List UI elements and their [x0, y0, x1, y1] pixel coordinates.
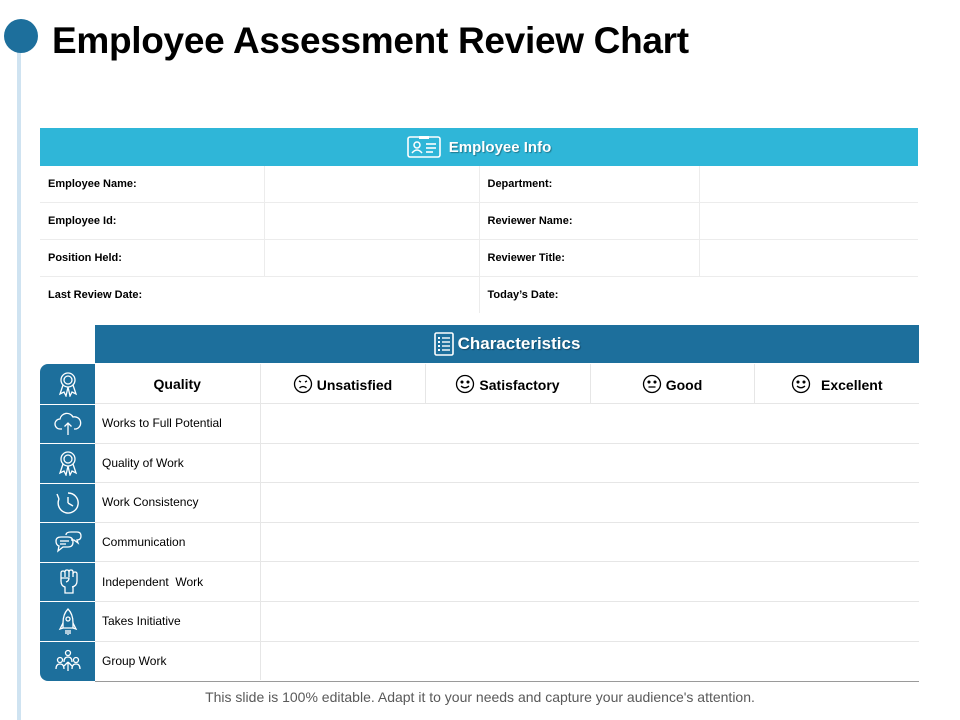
checklist-icon: [433, 332, 454, 356]
icon-cell: [40, 602, 95, 643]
column-label: Excellent: [821, 376, 883, 393]
row-label: Takes Initiative: [95, 601, 260, 642]
table-row: Takes Initiative: [95, 601, 919, 642]
rating-cell[interactable]: [259, 522, 919, 563]
rocket-icon: [58, 607, 77, 635]
table-row: Work Consistency: [95, 482, 919, 523]
characteristics-icon-column: [40, 364, 95, 681]
employee-info-section: Employee Info Employee Name: Department:…: [40, 128, 918, 313]
rating-cell[interactable]: [259, 561, 919, 602]
row-label: Quality of Work: [95, 443, 260, 484]
info-label: Last Review Date:: [48, 289, 143, 301]
department-value[interactable]: [698, 166, 918, 203]
table-row: Communication: [95, 522, 919, 563]
row-label: Independent Work: [95, 561, 260, 602]
reviewer-name-value[interactable]: [698, 202, 918, 240]
info-row: Last Review Date: Today’s Date:: [40, 276, 918, 314]
characteristics-header: Characteristics: [95, 325, 919, 363]
info-label: Today’s Date:: [478, 276, 699, 313]
table-row: Quality of Work: [95, 443, 919, 484]
reviewer-title-value[interactable]: [698, 239, 918, 277]
raised-fist-icon: [59, 569, 78, 594]
table-bottom-rule: [95, 681, 919, 682]
table-row: Works to Full Potential: [95, 403, 919, 444]
todays-date-value[interactable]: [699, 277, 918, 314]
info-label: Reviewer Name:: [478, 202, 699, 240]
info-label: Employee Id:: [40, 202, 264, 240]
position-held-value[interactable]: [263, 239, 479, 277]
characteristics-table: Quality Unsatisfied Satisfactory Good Ex…: [95, 364, 919, 681]
icon-cell: [40, 484, 95, 524]
info-label: Reviewer Title:: [478, 239, 699, 277]
cloud-upload-icon: [53, 412, 81, 435]
table-row: Independent Work: [95, 561, 919, 602]
column-label: Satisfactory: [479, 376, 560, 393]
row-label: Work Consistency: [95, 482, 260, 523]
info-label: Position Held:: [40, 239, 264, 277]
rating-cell[interactable]: [259, 443, 919, 484]
table-row: Group Work: [95, 641, 919, 681]
characteristics-title: Characteristics: [457, 334, 581, 353]
rating-cell[interactable]: [259, 403, 919, 444]
icon-cell: [40, 364, 95, 405]
employee-name-value[interactable]: [263, 166, 479, 203]
column-label: Unsatisfied: [316, 376, 393, 393]
accent-line: [17, 30, 21, 720]
employee-info-header: Employee Info: [40, 128, 918, 166]
stopwatch-icon: [55, 492, 79, 514]
employee-info-title: Employee Info: [448, 138, 552, 156]
award-ribbon-icon: [58, 451, 77, 477]
row-label: Group Work: [102, 653, 167, 668]
row-label: Works to Full Potential: [95, 403, 260, 444]
sad-face-icon: [293, 374, 312, 393]
id-card-icon: [406, 136, 441, 158]
rating-cell[interactable]: [259, 641, 919, 681]
team-icon: [54, 650, 81, 672]
column-header-good: Good: [589, 364, 754, 404]
rating-cell[interactable]: [259, 601, 919, 642]
page-title: Employee Assessment Review Chart: [52, 20, 689, 61]
info-row: Employee Id: Reviewer Name:: [40, 202, 918, 240]
icon-cell: [40, 523, 95, 563]
characteristics-header-row: Quality Unsatisfied Satisfactory Good Ex…: [95, 364, 919, 404]
award-ribbon-icon: [58, 372, 77, 397]
rating-cell[interactable]: [259, 482, 919, 523]
info-row: Employee Name: Department:: [40, 166, 918, 203]
icon-cell: [40, 563, 95, 603]
neutral-face-icon: [642, 374, 661, 393]
smile-face-icon: [791, 374, 811, 393]
row-label: Communication: [95, 522, 260, 563]
column-header-unsatisfied: Unsatisfied: [259, 364, 425, 404]
footer-note: This slide is 100% editable. Adapt it to…: [205, 689, 755, 705]
employee-id-value[interactable]: [263, 202, 479, 240]
info-label: Employee Name:: [40, 166, 264, 203]
employee-info-table: Employee Name: Department: Employee Id: …: [40, 166, 918, 313]
info-row: Position Held: Reviewer Title:: [40, 239, 918, 277]
column-label: Good: [665, 376, 703, 393]
column-header-excellent: Excellent: [753, 364, 919, 404]
icon-cell: [40, 405, 95, 445]
column-header-quality: Quality: [95, 364, 260, 404]
smile-face-icon: [456, 374, 475, 393]
chat-bubbles-icon: [54, 530, 82, 553]
icon-cell: [40, 642, 95, 681]
accent-dot: [4, 19, 38, 53]
info-label: Department:: [478, 166, 699, 203]
last-review-date-value[interactable]: [264, 277, 479, 314]
column-header-satisfactory: Satisfactory: [424, 364, 590, 404]
icon-cell: [40, 444, 95, 484]
